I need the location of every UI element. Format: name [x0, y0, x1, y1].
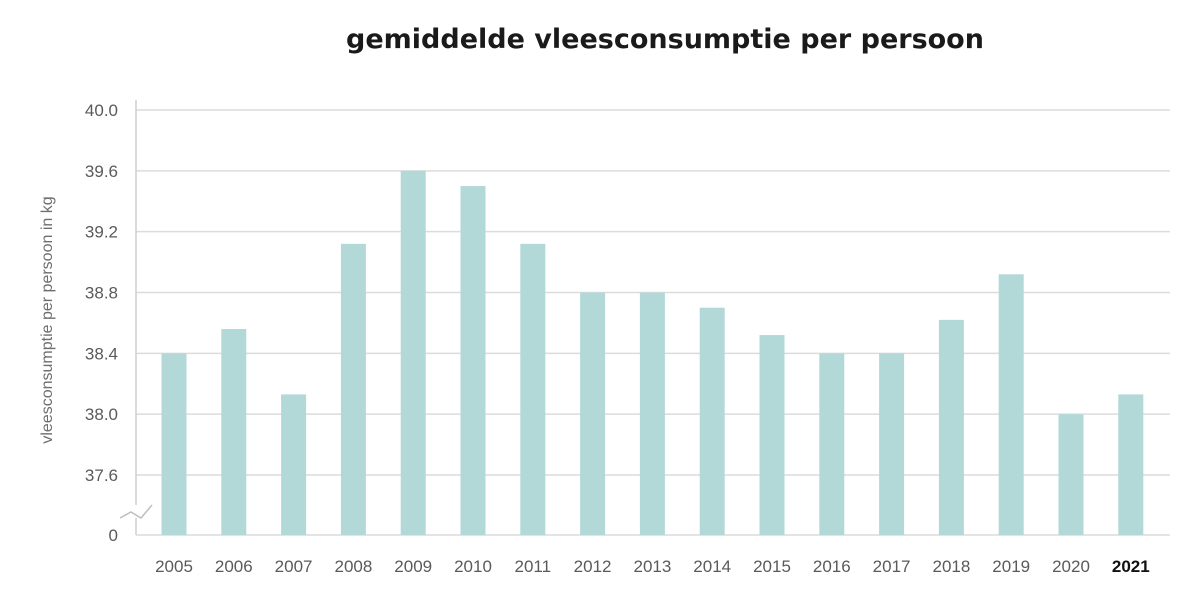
bar-2016 [819, 353, 845, 535]
x-tick-label-2019: 2019 [992, 557, 1030, 576]
bar-2017 [879, 353, 905, 535]
y-tick-label: 38.4 [85, 344, 118, 363]
bar-2015 [759, 335, 785, 535]
bar-2009 [400, 170, 426, 536]
x-tick-label-2018: 2018 [932, 557, 970, 576]
bar-2007 [281, 394, 307, 535]
x-tick-label-2010: 2010 [454, 557, 492, 576]
chart-title: gemiddelde vleesconsumptie per persoon [346, 24, 984, 55]
x-tick-labels: 2005 2006 2007 2008 2009 2010 2011 2012 2013 2014… [155, 557, 1150, 576]
x-tick-label-2014: 2014 [693, 557, 731, 576]
bar-2010 [460, 186, 486, 535]
x-tick-label-2008: 2008 [334, 557, 372, 576]
y-tick-label: 38.8 [85, 284, 118, 303]
x-tick-label-2016: 2016 [813, 557, 851, 576]
axes [119, 100, 153, 535]
bar-2008 [340, 243, 366, 536]
bar-2005 [161, 353, 187, 535]
y-tick-label: 0 [109, 526, 118, 545]
x-tick-label-2020: 2020 [1052, 557, 1090, 576]
axis-break-icon [119, 504, 153, 519]
bar-2021 [1118, 394, 1144, 535]
y-tick-label: 39.2 [85, 223, 118, 242]
bar-2006 [221, 329, 247, 535]
bars [161, 170, 1144, 536]
bar-2019 [998, 274, 1024, 535]
x-tick-label-2015: 2015 [753, 557, 791, 576]
x-tick-label-2021: 2021 [1112, 557, 1150, 576]
y-tick-labels: 40.0 39.6 39.2 38.8 38.4 38.0 37.6 0 [85, 101, 118, 545]
x-tick-label-2013: 2013 [633, 557, 671, 576]
x-tick-label-2012: 2012 [574, 557, 612, 576]
x-tick-label-2005: 2005 [155, 557, 193, 576]
y-tick-label: 37.6 [85, 466, 118, 485]
y-tick-label: 39.6 [85, 162, 118, 181]
x-tick-label-2017: 2017 [873, 557, 911, 576]
bar-2011 [520, 243, 546, 536]
x-tick-label-2007: 2007 [275, 557, 313, 576]
y-tick-label: 38.0 [85, 405, 118, 424]
x-tick-label-2011: 2011 [515, 557, 552, 576]
y-axis-label: vleesconsumptie per persoon in kg [39, 196, 56, 443]
bar-2014 [699, 307, 725, 535]
y-tick-label: 40.0 [85, 101, 118, 120]
bar-2012 [580, 292, 606, 535]
x-tick-label-2009: 2009 [394, 557, 432, 576]
bar-2020 [1058, 414, 1084, 535]
bar-2018 [938, 319, 964, 535]
bar-2013 [639, 292, 665, 535]
x-tick-label-2006: 2006 [215, 557, 253, 576]
